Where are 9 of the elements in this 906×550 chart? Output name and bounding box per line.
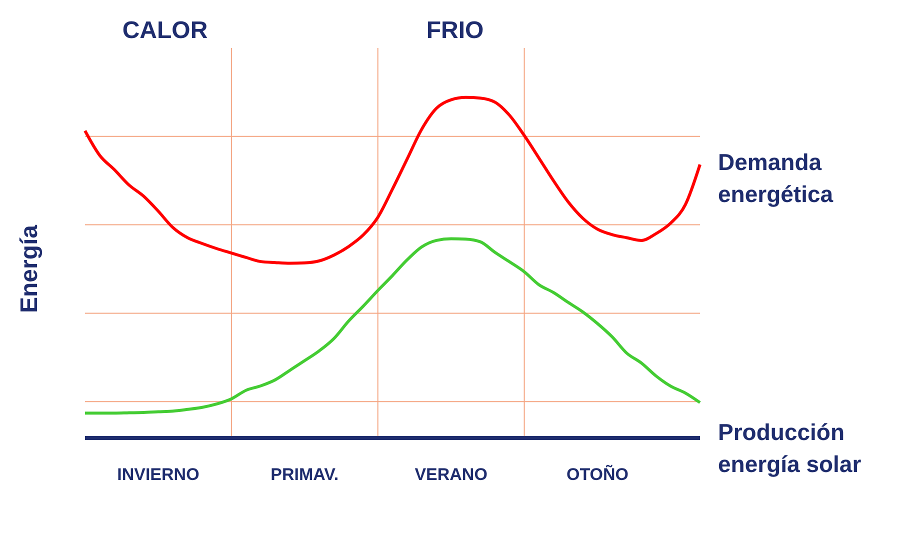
x-tick-label: PRIMAV. [270, 465, 339, 484]
x-tick-label: VERANO [414, 465, 488, 484]
series-label: Demanda energética [718, 149, 834, 208]
series-label: Producción energía solar [718, 418, 862, 477]
text: CALOR [122, 17, 208, 44]
text: FRIO [426, 17, 484, 44]
x-tick-label: OTOÑO [566, 464, 629, 484]
y-axis-title: Energía [16, 224, 43, 314]
x-tick-label: INVIERNO [117, 465, 200, 484]
